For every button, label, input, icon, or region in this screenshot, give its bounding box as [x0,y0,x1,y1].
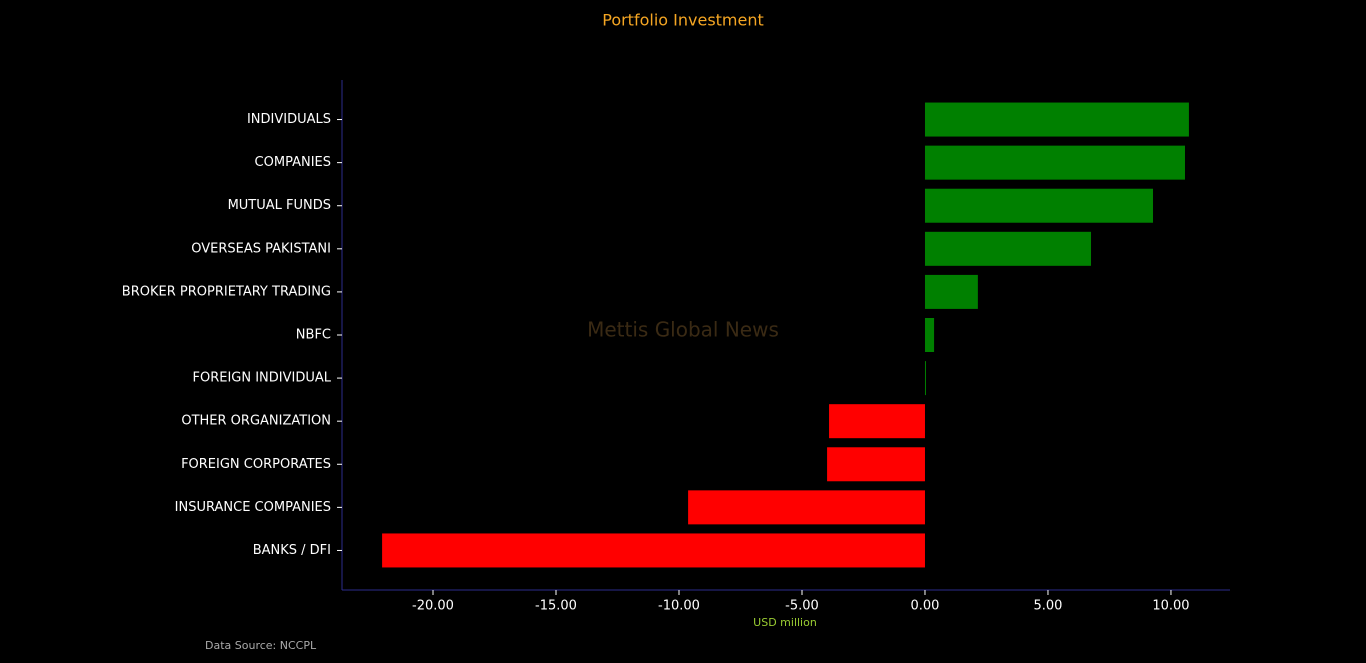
y-tick-label: NBFC [296,328,331,343]
bar [924,145,1185,180]
x-tick-label: 5.00 [1033,599,1062,614]
y-tick-label: FOREIGN CORPORATES [181,457,331,472]
bar [924,274,978,309]
bar [382,533,925,568]
bar [827,447,925,482]
x-tick-label: -10.00 [658,599,700,614]
source-note: Data Source: NCCPL [205,639,317,652]
x-axis-label: USD million [753,616,817,629]
x-tick-label: -20.00 [412,599,454,614]
y-tick-label: BROKER PROPRIETARY TRADING [122,284,331,299]
bar [924,188,1154,223]
x-tick-label: 0.00 [911,599,940,614]
y-tick-label: BANKS / DFI [253,543,331,558]
x-tick-label: -5.00 [785,599,819,614]
y-tick-label: MUTUAL FUNDS [228,198,331,213]
bar [688,490,925,525]
y-tick-label: INDIVIDUALS [247,112,331,127]
watermark: Mettis Global News [587,318,779,342]
bar [924,231,1092,266]
bar [829,404,925,439]
y-tick-label: OTHER ORGANIZATION [181,414,331,429]
x-tick-label: 10.00 [1152,599,1189,614]
chart-title: Portfolio Investment [602,11,764,30]
y-tick-label: FOREIGN INDIVIDUAL [192,371,331,386]
bar [924,361,926,396]
y-tick-label: INSURANCE COMPANIES [175,500,331,515]
y-tick-label: COMPANIES [255,155,331,170]
bar [924,318,935,352]
x-tick-label: -15.00 [535,599,577,614]
y-tick-label: OVERSEAS PAKISTANI [191,241,331,256]
bar [924,102,1189,137]
